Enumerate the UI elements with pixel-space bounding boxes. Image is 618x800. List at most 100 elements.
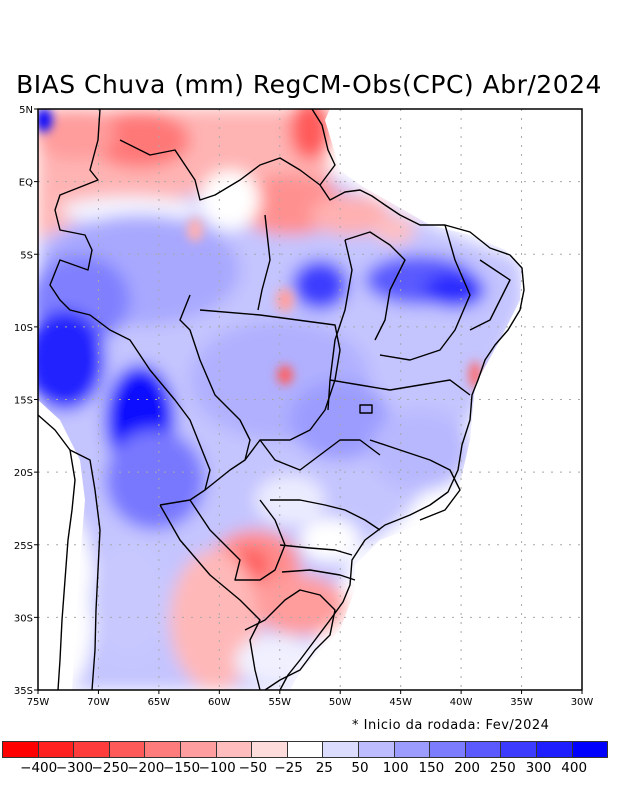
border-sp xyxy=(270,499,381,531)
colorbar-swatch xyxy=(286,741,324,758)
field-goias-blue xyxy=(290,380,390,460)
x-tick-label: 45W xyxy=(389,697,412,708)
border-mt-state xyxy=(199,309,341,461)
border-goias xyxy=(259,439,381,471)
colorbar-swatch xyxy=(144,741,181,758)
y-tick-label: 35S xyxy=(14,686,33,697)
border-para-state xyxy=(257,214,271,311)
x-tick-label: 50W xyxy=(329,697,352,708)
colorbar-swatch xyxy=(37,741,75,758)
x-tick-label: 75W xyxy=(27,697,50,708)
colorbar-label: 25 xyxy=(315,760,333,776)
field-pr-white xyxy=(300,518,360,562)
colorbar-swatch xyxy=(357,741,395,758)
field-amazonas-red-spot xyxy=(187,218,203,242)
axis-ticks: 75W 70W 65W 60W 55W 50W 45W 40W 35W 30W 5N EQ 5S 10S 1… xyxy=(14,105,593,708)
field-para-coast-red xyxy=(310,195,390,235)
colorbar-swatch xyxy=(322,741,359,758)
x-tick-label: 55W xyxy=(268,697,291,708)
colorbar-label: −200 xyxy=(127,760,165,776)
border-brazil-west xyxy=(49,108,211,506)
field-venezuela-red xyxy=(90,112,190,168)
lat-lon-grid xyxy=(38,109,582,690)
border-paraguay xyxy=(189,499,286,581)
run-start-note: * Inicio da rodada: Fev/2024 xyxy=(352,718,550,733)
colorbar-label: −50 xyxy=(238,760,268,776)
x-tick-label: 60W xyxy=(208,697,231,708)
x-tick-label: 65W xyxy=(148,697,171,708)
field-ceara-coast-red xyxy=(375,216,415,244)
bias-field xyxy=(38,109,582,690)
field-peru-blue xyxy=(38,310,105,410)
border-df xyxy=(359,404,373,414)
x-tick-label: 40W xyxy=(450,697,473,708)
y-tick-label: 25S xyxy=(14,541,33,552)
colorbar-swatch xyxy=(571,741,609,758)
y-tick-label: EQ xyxy=(19,178,33,189)
border-piaui xyxy=(379,224,471,361)
border-andes xyxy=(69,449,101,691)
y-tick-label: 5N xyxy=(19,105,33,116)
y-tick-label: 5S xyxy=(20,250,33,261)
colorbar-label: 100 xyxy=(382,760,409,776)
colorbar-swatch xyxy=(251,741,288,758)
field-piaui-blue xyxy=(425,272,485,308)
field-corner-blue xyxy=(38,109,52,132)
field-mt-red-spot xyxy=(277,365,293,385)
x-tick-label: 35W xyxy=(510,697,533,708)
colorbar-label: 250 xyxy=(489,760,516,776)
y-tick-label: 20S xyxy=(14,468,33,479)
field-para-red-spot xyxy=(276,288,294,312)
field-white-gap xyxy=(200,170,260,230)
border-pr-sc xyxy=(279,544,353,556)
colorbar-label: −100 xyxy=(198,760,236,776)
field-minas-blue xyxy=(370,410,470,490)
border-coast-north xyxy=(279,108,525,691)
colorbar-label: −300 xyxy=(55,760,93,776)
border-tocantins xyxy=(327,239,353,411)
colorbar-label: 400 xyxy=(561,760,588,776)
border-uruguay xyxy=(244,589,336,691)
colorbar-label: −400 xyxy=(20,760,58,776)
colorbar-swatch xyxy=(535,741,573,758)
colorbar-label: −25 xyxy=(274,760,303,776)
colorbar-swatch xyxy=(2,741,39,758)
field-rs-red xyxy=(255,575,345,635)
field-argentina-blue xyxy=(90,540,170,660)
border-bahia xyxy=(329,379,471,396)
border-mg xyxy=(369,439,461,521)
colorbar-labels: −400 −300 −250 −200 −150 −100 −50 −25 25 50 100 150… xyxy=(0,760,618,780)
colorbar xyxy=(2,741,609,758)
y-tick-label: 10S xyxy=(14,323,33,334)
colorbar-swatch xyxy=(215,741,253,758)
ocean-mask-east xyxy=(290,109,582,690)
colorbar-label: −150 xyxy=(162,760,201,776)
field-para-blue xyxy=(292,260,348,310)
border-bolivia xyxy=(179,294,251,491)
x-tick-label: 30W xyxy=(571,697,594,708)
colorbar-label: −250 xyxy=(91,760,129,776)
colorbar-swatch xyxy=(500,741,537,758)
colorbar-swatch xyxy=(73,741,110,758)
colorbar-label: 200 xyxy=(454,760,480,776)
border-chile-coast xyxy=(37,414,76,691)
border-amazon-north xyxy=(119,139,321,201)
y-tick-label: 15S xyxy=(14,396,33,407)
x-tick-label: 70W xyxy=(87,697,110,708)
field-bolivia-halo xyxy=(105,430,205,530)
border-argentina-north xyxy=(159,504,261,691)
colorbar-label: 150 xyxy=(418,760,445,776)
border-ceara-rn xyxy=(469,259,511,331)
border-sc-rs xyxy=(281,569,356,581)
colorbar-label: 300 xyxy=(525,760,552,776)
colorbar-swatch xyxy=(429,741,466,758)
colorbar-swatch xyxy=(108,741,146,758)
map-title: BIAS Chuva (mm) RegCM-Obs(CPC) Abr/2024 xyxy=(16,70,602,99)
y-tick-label: 30S xyxy=(14,613,33,624)
colorbar-swatch xyxy=(179,741,217,758)
colorbar-swatch xyxy=(393,741,431,758)
border-maranhao xyxy=(344,231,406,341)
colorbar-swatch xyxy=(464,741,502,758)
country-borders xyxy=(37,108,525,691)
